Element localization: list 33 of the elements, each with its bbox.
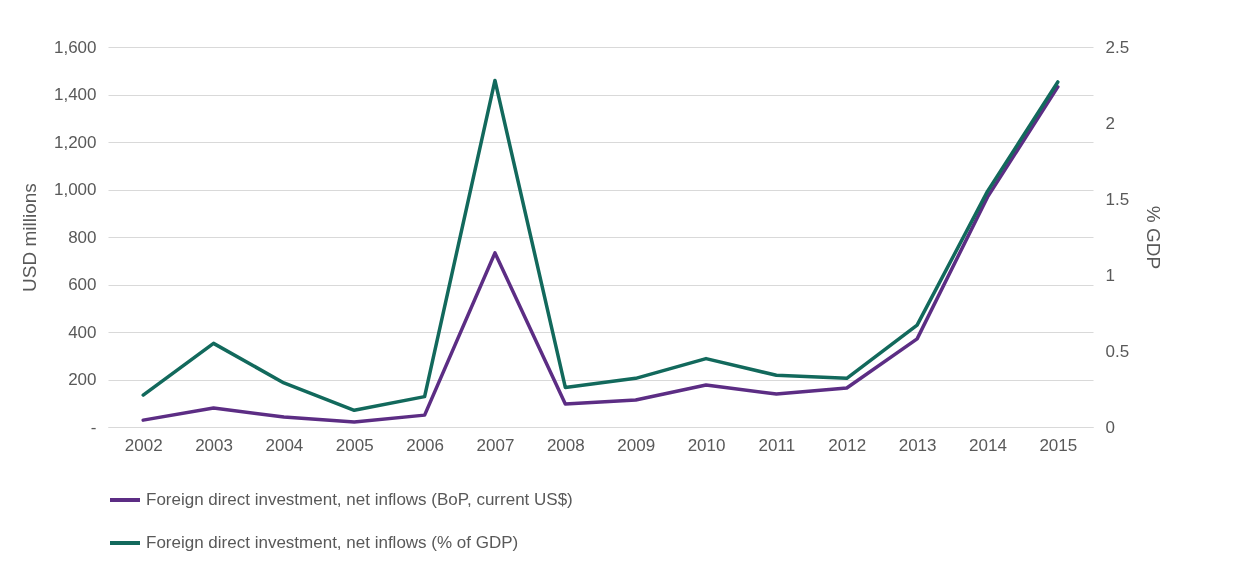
y-tick-label: 800 — [68, 227, 97, 247]
y-tick-label: 200 — [68, 370, 97, 389]
x-tick-label: 2003 — [195, 435, 233, 455]
y2-tick-label: 0 — [1105, 417, 1115, 437]
y-axis-title: USD millions — [18, 183, 40, 292]
x-tick-label: 2011 — [758, 435, 796, 455]
y-tick-label: 1,600 — [53, 37, 97, 57]
y2-tick-label: 1.5 — [1105, 189, 1130, 209]
x-tick-label: 2015 — [1039, 435, 1078, 455]
x-tick-label: 2014 — [969, 435, 1007, 455]
x-tick-label: 2004 — [265, 435, 304, 455]
y2-tick-label: 0.5 — [1105, 341, 1130, 361]
x-tick-label: 2007 — [476, 435, 515, 455]
x-tick-label: 2009 — [617, 435, 656, 455]
y-tick-label: - — [90, 417, 97, 437]
x-tick-label: 2010 — [687, 435, 726, 455]
y2-tick-label: 2 — [1105, 113, 1115, 133]
y-tick-label: 1,400 — [53, 85, 97, 104]
y-tick-label: 600 — [68, 275, 97, 294]
legend-label: Foreign direct investment, net inflows (% of GDP) — [146, 533, 519, 552]
y-tick-label: 1,000 — [53, 180, 97, 199]
x-tick-label: 2012 — [828, 435, 867, 455]
x-tick-label: 2008 — [546, 435, 585, 455]
y2-tick-label: 1 — [1105, 265, 1115, 285]
x-tick-label: 2013 — [898, 435, 937, 455]
x-tick-label: 2006 — [406, 435, 445, 455]
legend-label: Foreign direct investment, net inflows (BoP, current US$) — [146, 490, 573, 509]
y-tick-label: 1,200 — [53, 132, 97, 152]
y-tick-label: 400 — [68, 322, 97, 342]
y2-axis-title: % GDP — [1143, 205, 1165, 270]
x-tick-label: 2005 — [335, 435, 374, 455]
x-tick-label: 2002 — [124, 435, 163, 455]
y2-tick-label: 2.5 — [1105, 37, 1130, 57]
